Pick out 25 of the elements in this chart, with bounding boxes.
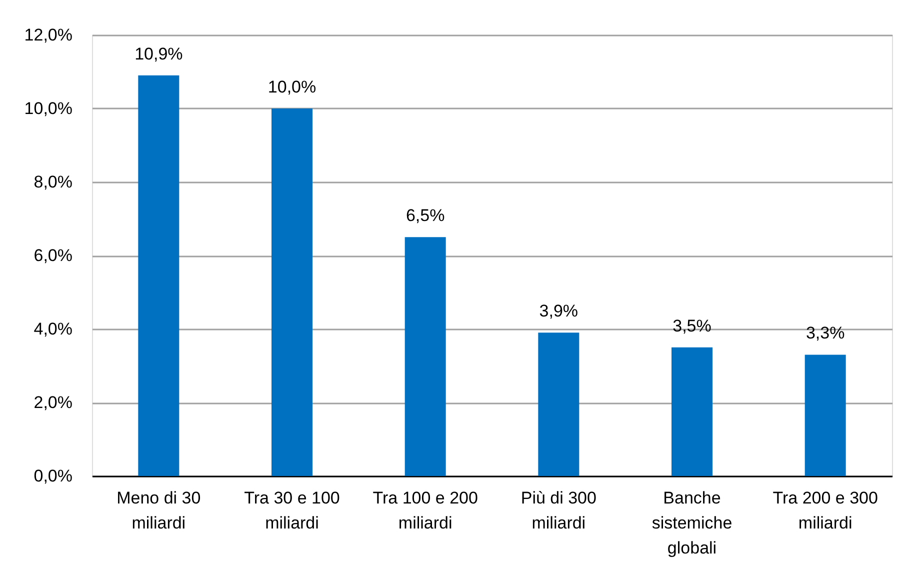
x-tick-label: Meno di 30 miliardi <box>116 488 201 532</box>
data-label: 3,3% <box>806 324 845 343</box>
data-label: 3,9% <box>539 302 578 321</box>
x-tick-label: Banche sistemiche globali <box>652 488 732 558</box>
x-tick-label: Più di 300 miliardi <box>520 488 596 532</box>
x-tick-label: Tra 200 e 300 miliardi <box>772 488 878 532</box>
data-label: 10,9% <box>134 44 183 64</box>
bar <box>672 347 712 476</box>
y-tick-label: 12,0% <box>24 26 72 44</box>
bar <box>804 354 846 476</box>
bar <box>538 332 580 476</box>
y-tick-label: 0,0% <box>34 466 72 486</box>
y-tick-label: 4,0% <box>34 320 72 338</box>
y-tick-label: 8,0% <box>34 172 72 192</box>
data-label: 10,0% <box>268 78 316 96</box>
x-tick-label: Tra 100 e 200 miliardi <box>372 488 478 532</box>
y-tick-label: 6,0% <box>34 246 72 265</box>
y-tick-label: 2,0% <box>34 393 72 412</box>
bar <box>272 108 312 476</box>
data-label: 3,5% <box>672 316 712 336</box>
x-tick-label: Tra 30 e 100 miliardi <box>244 488 340 532</box>
bar <box>138 75 180 476</box>
y-tick-label: 10,0% <box>24 99 72 118</box>
data-label: 6,5% <box>406 206 445 226</box>
bar <box>404 237 446 476</box>
